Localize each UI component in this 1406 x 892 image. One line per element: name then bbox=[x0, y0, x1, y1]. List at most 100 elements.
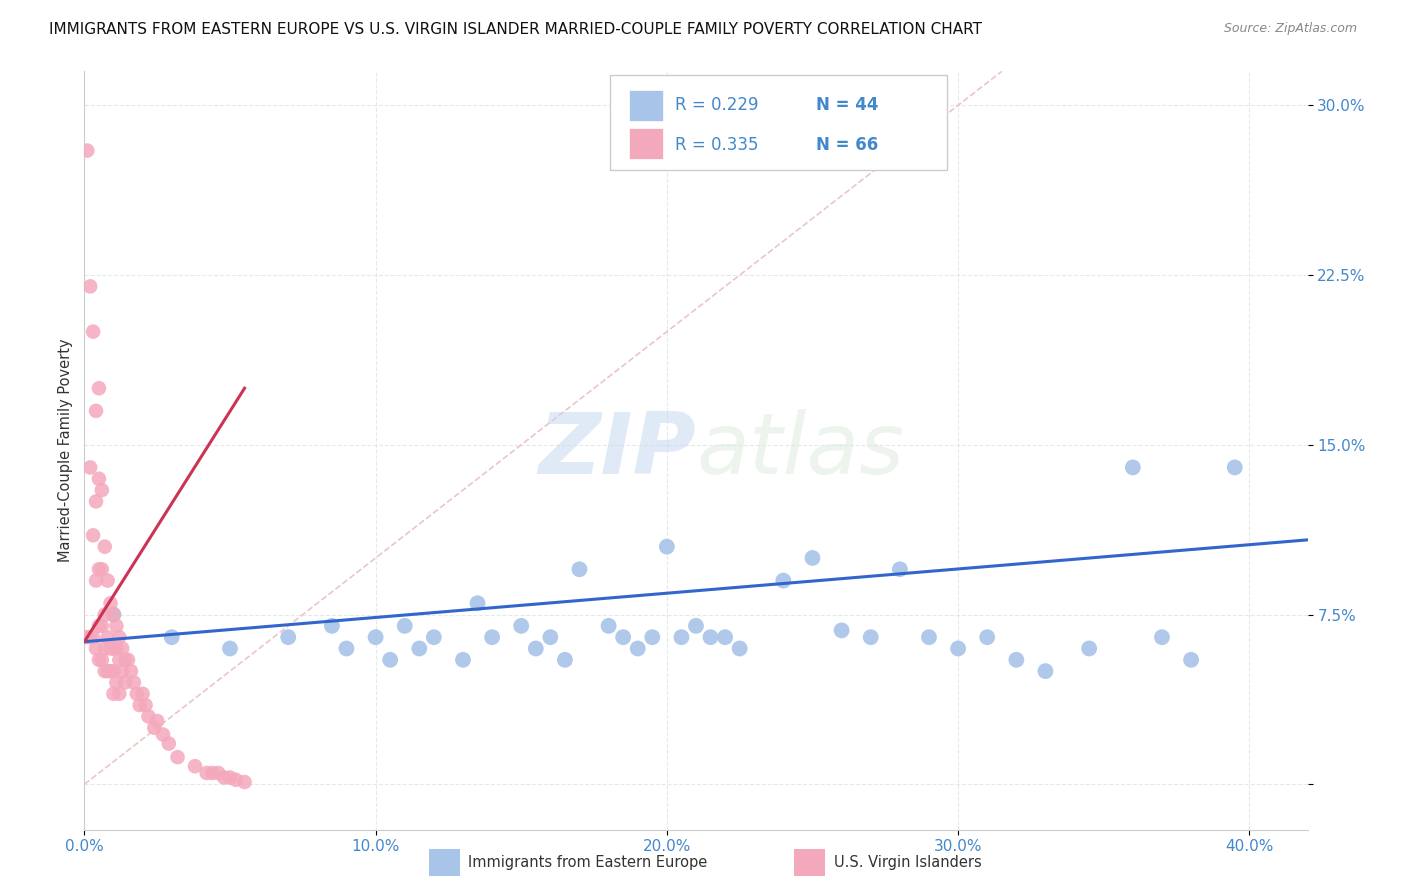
Text: R = 0.229: R = 0.229 bbox=[675, 96, 759, 114]
Point bbox=[117, 653, 139, 667]
Point bbox=[380, 653, 402, 667]
Point bbox=[641, 630, 664, 644]
Point bbox=[97, 574, 120, 588]
Point bbox=[219, 641, 242, 656]
Point bbox=[423, 630, 446, 644]
Point bbox=[219, 771, 242, 785]
Point bbox=[1005, 653, 1028, 667]
Point bbox=[82, 630, 104, 644]
Point bbox=[125, 687, 148, 701]
Point bbox=[201, 766, 224, 780]
Point bbox=[699, 630, 721, 644]
Point bbox=[481, 630, 503, 644]
Point bbox=[554, 653, 576, 667]
Point bbox=[728, 641, 751, 656]
Point bbox=[84, 574, 107, 588]
Point bbox=[103, 607, 125, 622]
Point bbox=[135, 698, 157, 712]
Point bbox=[84, 404, 107, 418]
Point bbox=[93, 607, 115, 622]
Point bbox=[859, 630, 882, 644]
Point bbox=[212, 771, 235, 785]
Point bbox=[1035, 664, 1057, 678]
Point bbox=[510, 619, 533, 633]
Point bbox=[76, 630, 98, 644]
Point bbox=[612, 630, 634, 644]
FancyBboxPatch shape bbox=[610, 75, 946, 170]
Point bbox=[408, 641, 430, 656]
Point bbox=[84, 494, 107, 508]
Point bbox=[538, 630, 561, 644]
Point bbox=[122, 675, 145, 690]
Point bbox=[1122, 460, 1144, 475]
Text: Source: ZipAtlas.com: Source: ZipAtlas.com bbox=[1223, 22, 1357, 36]
Point bbox=[90, 653, 112, 667]
Text: R = 0.335: R = 0.335 bbox=[675, 136, 759, 154]
Text: N = 66: N = 66 bbox=[815, 136, 879, 154]
Text: IMMIGRANTS FROM EASTERN EUROPE VS U.S. VIRGIN ISLANDER MARRIED-COUPLE FAMILY POV: IMMIGRANTS FROM EASTERN EUROPE VS U.S. V… bbox=[49, 22, 983, 37]
Point bbox=[108, 653, 131, 667]
Text: Immigrants from Eastern Europe: Immigrants from Eastern Europe bbox=[468, 855, 707, 870]
Point bbox=[714, 630, 737, 644]
Point bbox=[105, 675, 128, 690]
Point bbox=[524, 641, 547, 656]
Point bbox=[1078, 641, 1101, 656]
Point bbox=[1223, 460, 1246, 475]
Y-axis label: Married-Couple Family Poverty: Married-Couple Family Poverty bbox=[58, 339, 73, 562]
Point bbox=[131, 687, 153, 701]
Point bbox=[321, 619, 343, 633]
Point bbox=[90, 562, 112, 576]
Point bbox=[233, 775, 256, 789]
Point bbox=[831, 624, 853, 638]
Text: atlas: atlas bbox=[696, 409, 904, 492]
Point bbox=[103, 641, 125, 656]
Point bbox=[685, 619, 707, 633]
Point bbox=[82, 528, 104, 542]
Point bbox=[146, 714, 169, 728]
Text: N = 44: N = 44 bbox=[815, 96, 879, 114]
Point bbox=[394, 619, 416, 633]
Point bbox=[160, 630, 183, 644]
Point bbox=[90, 619, 112, 633]
Point bbox=[128, 698, 150, 712]
Point bbox=[87, 653, 110, 667]
Text: U.S. Virgin Islanders: U.S. Virgin Islanders bbox=[834, 855, 981, 870]
Point bbox=[277, 630, 299, 644]
Point bbox=[87, 472, 110, 486]
Point bbox=[138, 709, 160, 723]
Point bbox=[568, 562, 591, 576]
Point bbox=[157, 737, 180, 751]
Point bbox=[93, 540, 115, 554]
Point bbox=[93, 664, 115, 678]
Point bbox=[195, 766, 218, 780]
Point bbox=[114, 675, 136, 690]
Point bbox=[97, 630, 120, 644]
Point bbox=[335, 641, 357, 656]
Point bbox=[82, 325, 104, 339]
Point bbox=[451, 653, 474, 667]
FancyBboxPatch shape bbox=[628, 128, 664, 159]
Point bbox=[1180, 653, 1202, 667]
Point bbox=[946, 641, 969, 656]
Point bbox=[1150, 630, 1173, 644]
Point bbox=[84, 641, 107, 656]
FancyBboxPatch shape bbox=[628, 90, 664, 120]
Point bbox=[184, 759, 207, 773]
Point bbox=[100, 596, 122, 610]
Point bbox=[90, 483, 112, 497]
Point bbox=[103, 687, 125, 701]
Point bbox=[364, 630, 387, 644]
Point bbox=[79, 460, 101, 475]
Point bbox=[114, 653, 136, 667]
Point bbox=[79, 630, 101, 644]
Point bbox=[152, 727, 174, 741]
Point bbox=[111, 641, 134, 656]
Point bbox=[87, 381, 110, 395]
Point bbox=[671, 630, 693, 644]
Point bbox=[772, 574, 794, 588]
Point bbox=[976, 630, 998, 644]
Point bbox=[76, 144, 98, 158]
Point bbox=[918, 630, 941, 644]
Point bbox=[225, 772, 247, 787]
Point bbox=[655, 540, 678, 554]
